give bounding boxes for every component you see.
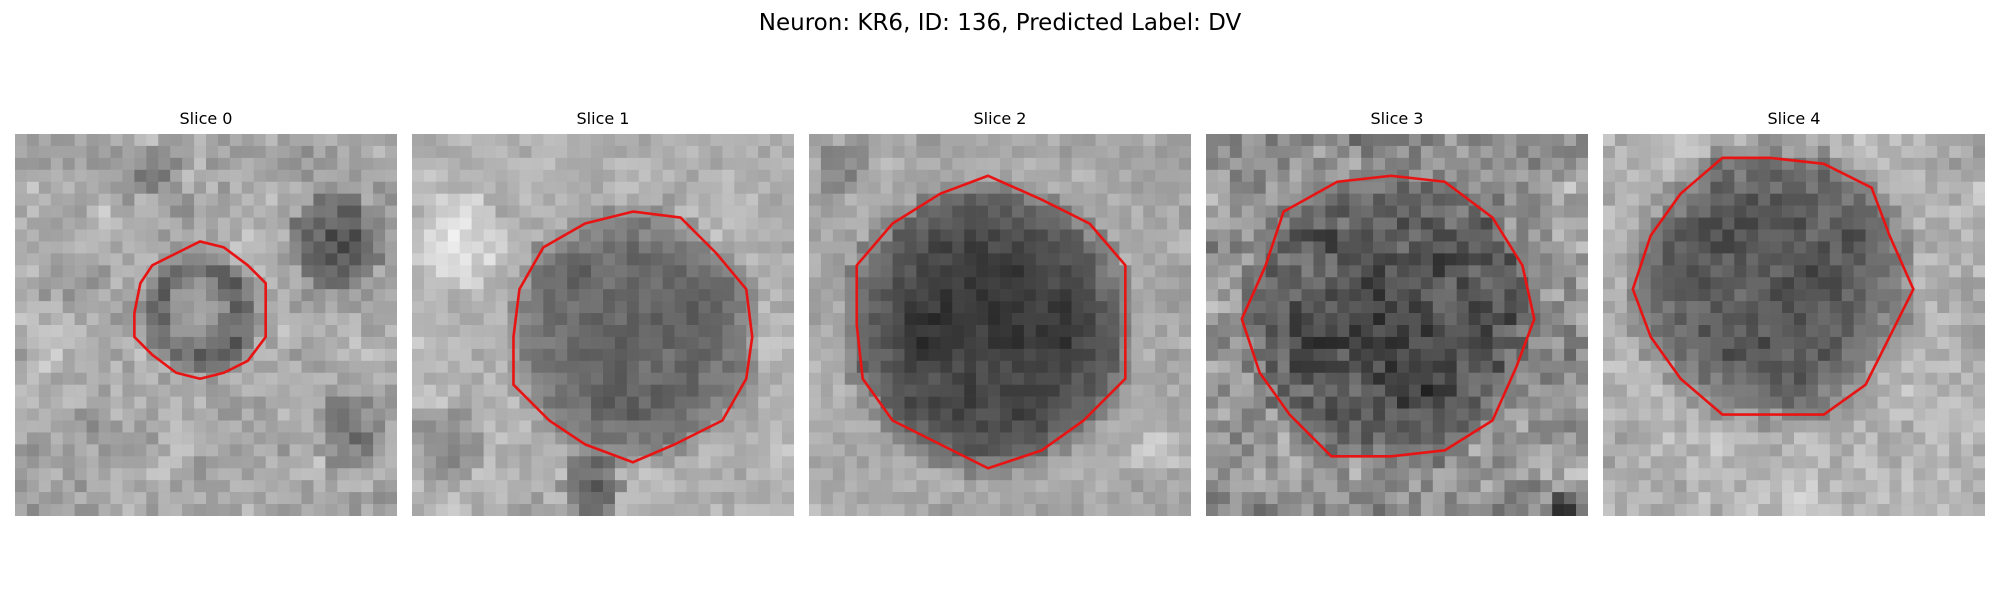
slice-image (1603, 134, 1985, 516)
slice-image (412, 134, 794, 516)
cell-contour (1631, 156, 1915, 416)
slice-title: Slice 2 (973, 109, 1027, 128)
cell-contour (855, 174, 1127, 470)
cell-contour (133, 240, 268, 381)
pixel-grid (15, 134, 397, 516)
figure-title: Neuron: KR6, ID: 136, Predicted Label: D… (758, 10, 1242, 36)
pixel-grid (1206, 134, 1588, 516)
slice-image (1206, 134, 1588, 516)
slice-image (15, 134, 397, 516)
slice-title: Slice 1 (576, 109, 630, 128)
slice-title: Slice 3 (1370, 109, 1424, 128)
cell-contour (1240, 174, 1536, 458)
slice-image (809, 134, 1191, 516)
pixel-grid (809, 134, 1191, 516)
pixel-grid (1603, 134, 1985, 516)
pixel-grid (412, 134, 794, 516)
slice-title: Slice 0 (179, 109, 233, 128)
slice-title: Slice 4 (1767, 109, 1821, 128)
cell-contour (512, 210, 754, 464)
